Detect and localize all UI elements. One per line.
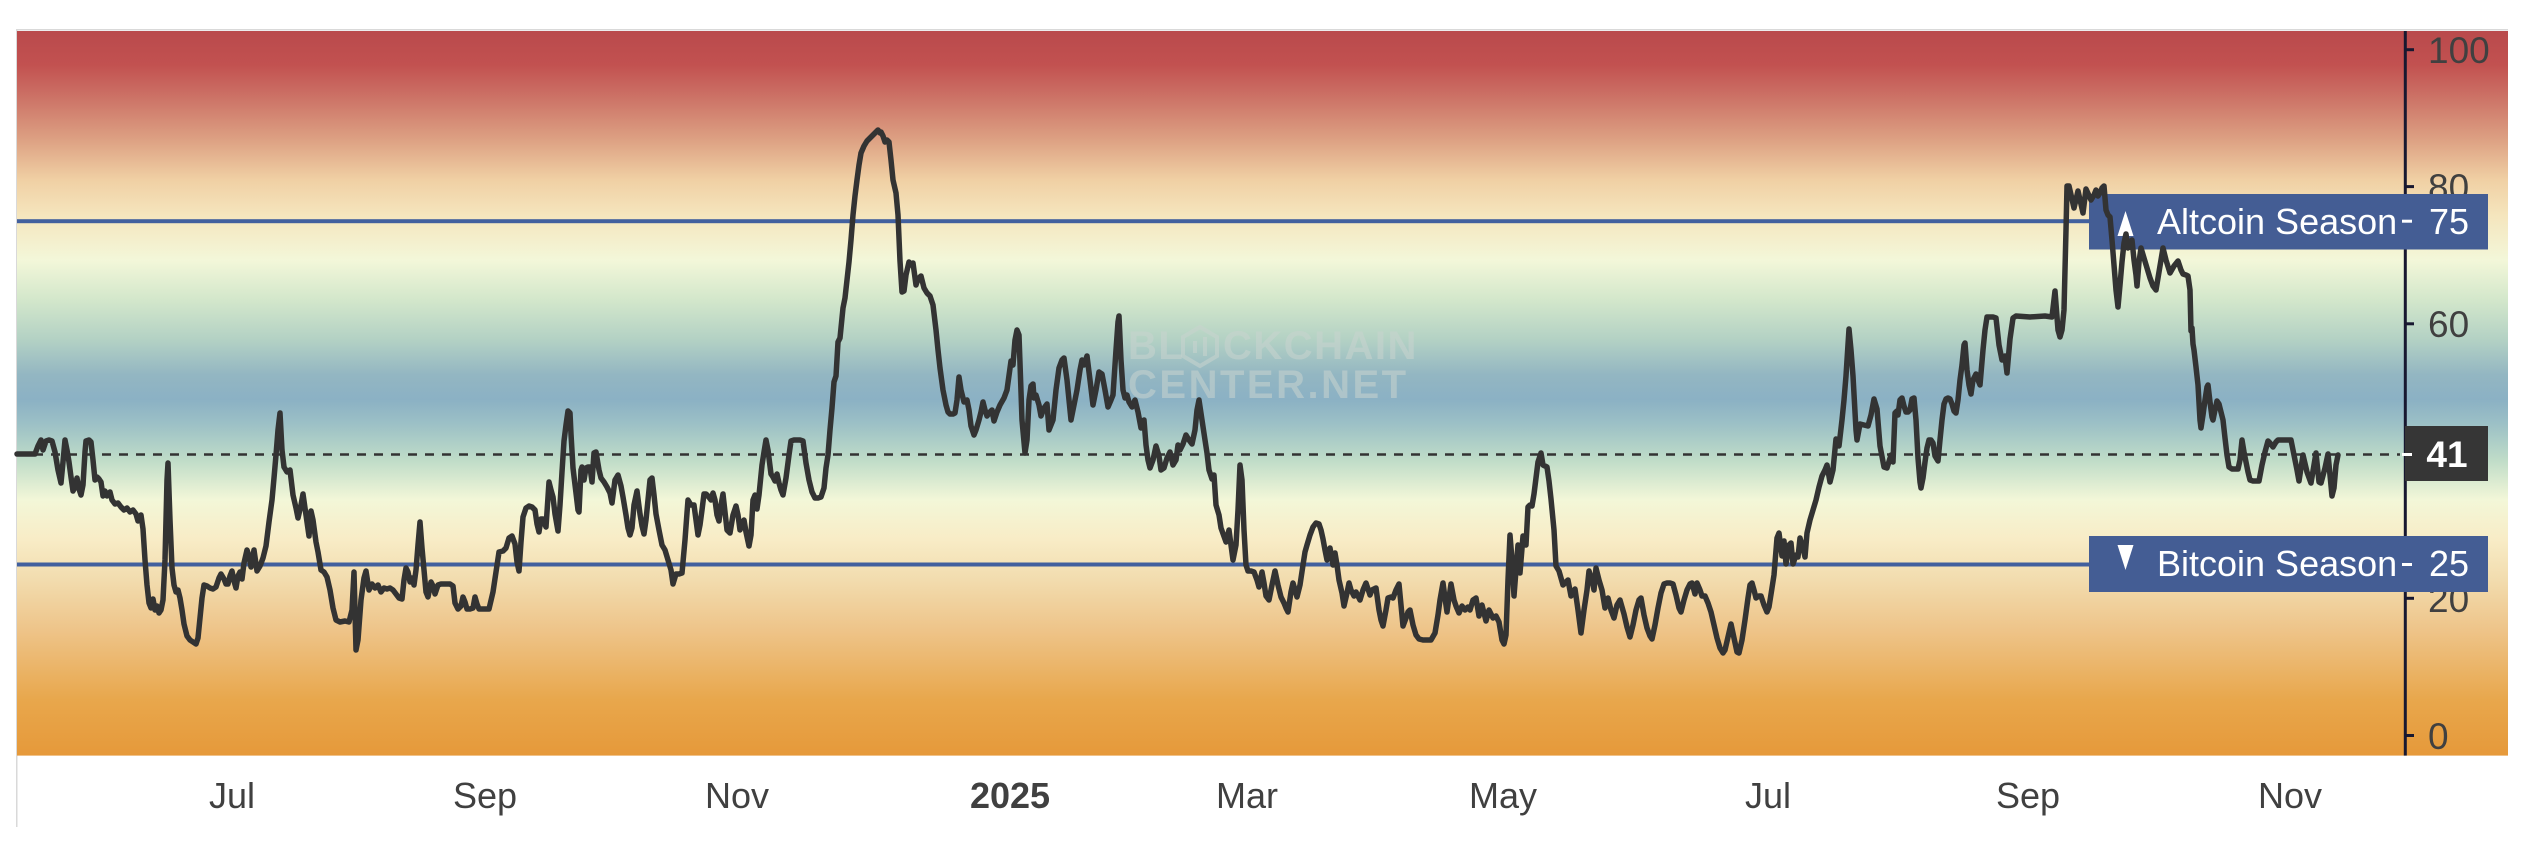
svg-text:75: 75 <box>2429 201 2469 242</box>
svg-text:60: 60 <box>2428 304 2469 345</box>
svg-text:25: 25 <box>2429 543 2469 584</box>
svg-text:May: May <box>1469 775 1537 816</box>
svg-text:2025: 2025 <box>970 775 1050 816</box>
svg-text:Nov: Nov <box>2258 775 2322 816</box>
svg-text:Mar: Mar <box>1216 775 1278 816</box>
svg-text:Altcoin Season: Altcoin Season <box>2157 201 2397 242</box>
svg-text:CENTER.NET: CENTER.NET <box>1128 363 1409 407</box>
svg-text:100: 100 <box>2428 30 2490 71</box>
svg-text:0: 0 <box>2428 716 2449 757</box>
svg-text:Sep: Sep <box>1996 775 2060 816</box>
svg-text:Nov: Nov <box>705 775 769 816</box>
svg-text:Jul: Jul <box>209 775 255 816</box>
svg-text:Sep: Sep <box>453 775 517 816</box>
svg-text:BL: BL <box>1128 324 1184 368</box>
svg-text:CKCHAIN: CKCHAIN <box>1223 324 1418 368</box>
svg-text:41: 41 <box>2426 434 2467 475</box>
svg-text:Jul: Jul <box>1745 775 1791 816</box>
svg-text:Bitcoin Season: Bitcoin Season <box>2157 543 2397 584</box>
